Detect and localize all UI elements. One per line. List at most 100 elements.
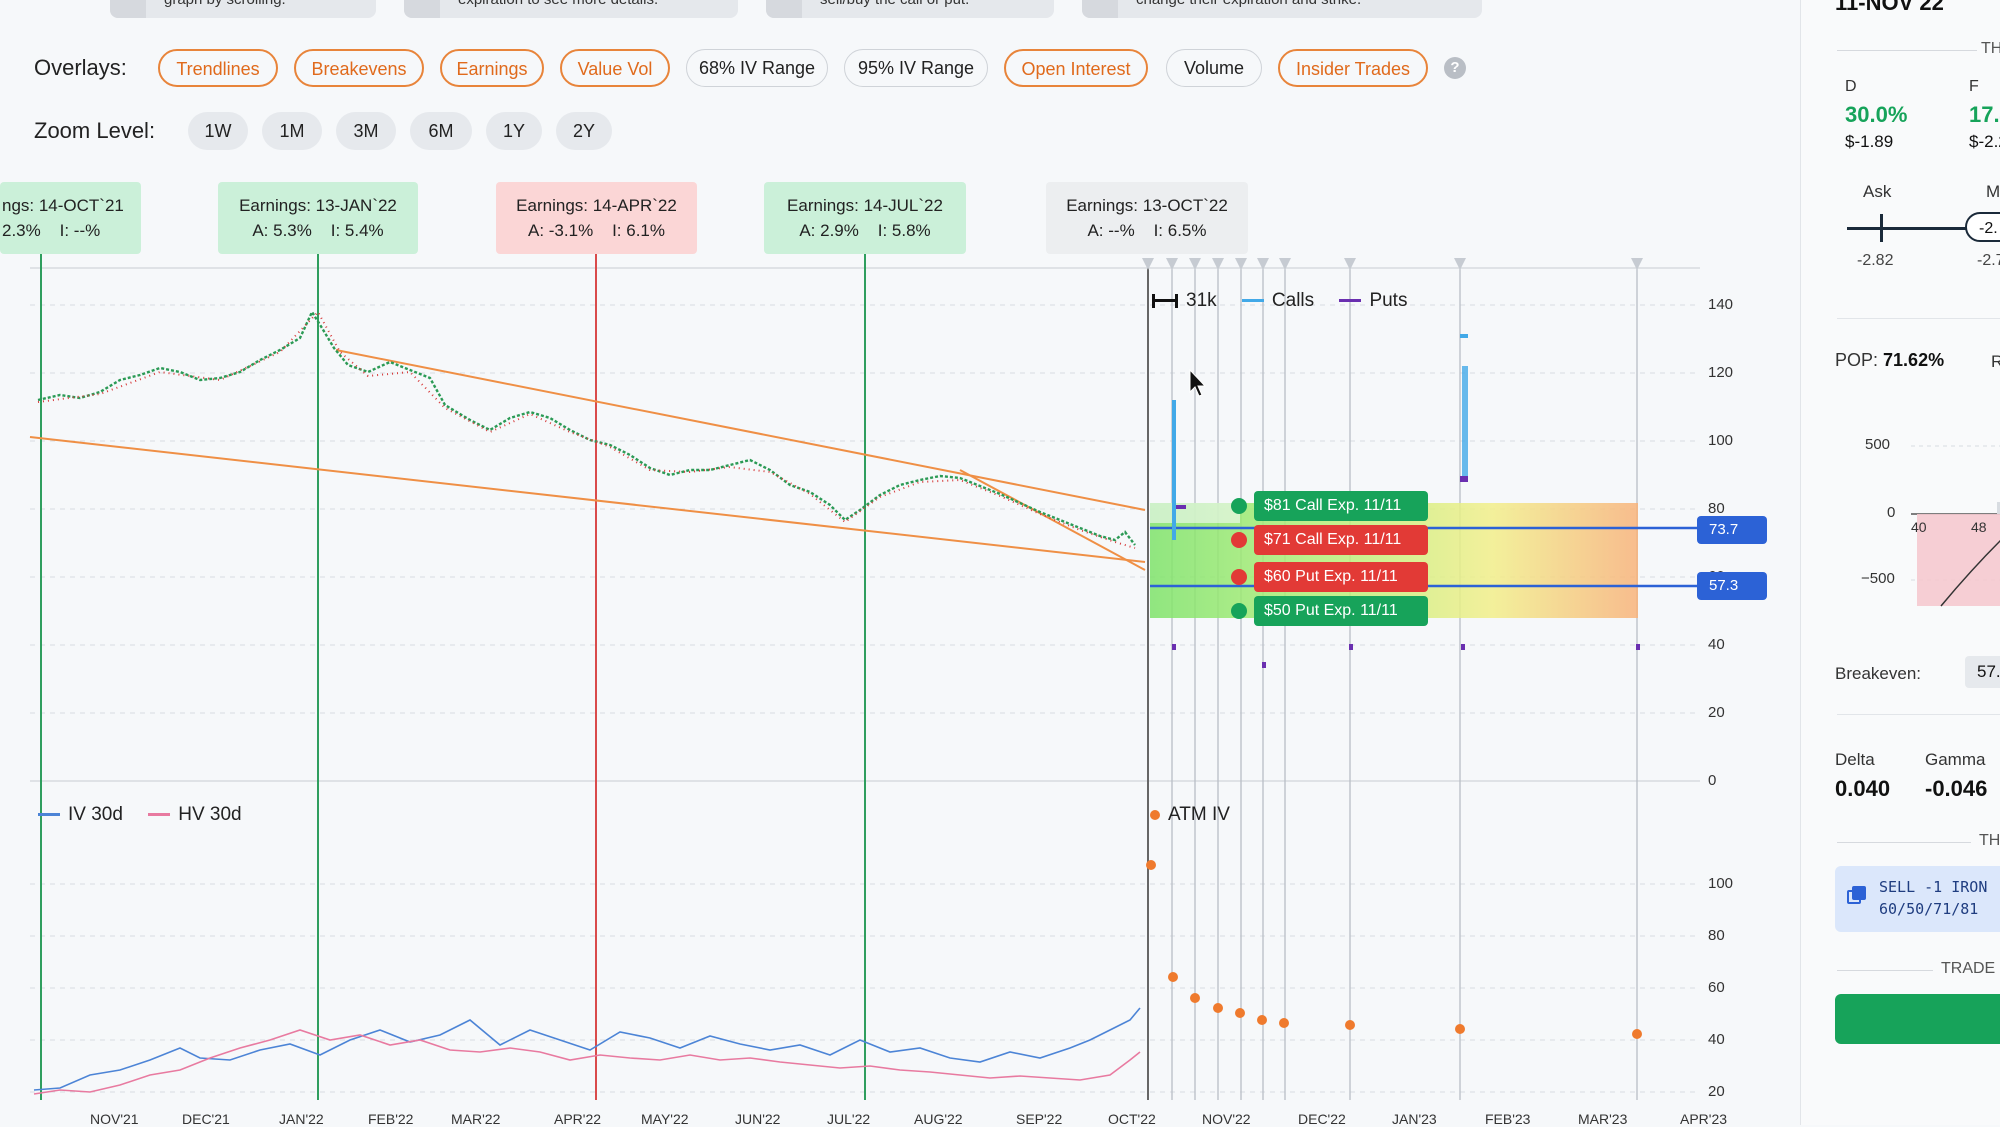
earnings-label-apr22[interactable]: Earnings: 14-APR`22 A: -3.1% I: 6.1% <box>496 182 697 254</box>
price-chart[interactable] <box>0 250 1800 1125</box>
d-value: $-1.89 <box>1845 132 1894 151</box>
leg-50-put-tag[interactable]: $50 Put Exp. 11/11 <box>1254 596 1428 626</box>
pnl-chart[interactable] <box>1911 440 2000 620</box>
breakeven-lower-badge: 57.3 <box>1697 572 1767 600</box>
d-label: D <box>1845 78 1857 95</box>
trade-label: TRADE <box>1941 960 1996 977</box>
atm-iv-dot-icon <box>1150 809 1160 820</box>
mouse-cursor <box>1189 368 1207 397</box>
overlays-label: Overlays: <box>34 55 127 80</box>
zoom-3m-button[interactable]: 3M <box>336 112 396 150</box>
oi-scale-icon <box>1152 293 1178 308</box>
overlay-breakevens-toggle[interactable]: Breakevens <box>294 49 424 87</box>
ask-slider-handle[interactable] <box>1880 214 1883 242</box>
zoom-1m-button[interactable]: 1M <box>262 112 322 150</box>
breakeven-label: Breakeven: <box>1835 664 1921 683</box>
earnings-label-oct21[interactable]: ngs: 14-OCT`21 2.3% I: --% <box>0 182 141 254</box>
hint-strike: change their expiration and strike. <box>1082 0 1482 18</box>
x-axis-feb22: FEB'22 <box>368 1111 414 1127</box>
expiration-markers <box>1142 258 1643 270</box>
delta-label: Delta <box>1835 750 1875 769</box>
price-axis-80: 80 <box>1708 500 1725 517</box>
price-axis-140: 140 <box>1708 296 1734 313</box>
leg-71-call-dot[interactable] <box>1231 532 1247 548</box>
zoom-1w-button[interactable]: 1W <box>188 112 248 150</box>
x-axis-oct22: OCT'22 <box>1108 1111 1156 1127</box>
price-axis-100: 100 <box>1708 432 1734 449</box>
overlay-volume-toggle[interactable]: Volume <box>1166 49 1262 87</box>
zoom-6m-button[interactable]: 6M <box>410 112 472 150</box>
help-icon[interactable]: ? <box>1444 57 1466 79</box>
order-summary-box[interactable]: SELL -1 IRON 60/50/71/81 <box>1835 866 2000 932</box>
trade-panel: 11-NOV 22 TH D 30.0% $-1.89 F 17.4 $-2.2… <box>1800 0 2000 1125</box>
pnl-axis-500: 500 <box>1865 436 1891 453</box>
calls-legend-label: Calls <box>1271 290 1315 311</box>
gamma-value: -0.046 <box>1925 776 1988 801</box>
price-slider-track[interactable] <box>1847 227 1997 230</box>
atm-iv-points <box>1146 860 1642 1039</box>
leg-81-call-dot[interactable] <box>1231 498 1247 514</box>
atm-iv-legend: ATM IV <box>1150 804 1230 826</box>
pnl-axis-0: 0 <box>1887 504 1896 521</box>
puts-legend-icon <box>1339 299 1362 303</box>
hint-expiration: expiration to see more details. <box>404 0 738 18</box>
expiration-lines <box>1147 262 1638 1100</box>
leg-81-call-tag[interactable]: $81 Call Exp. 11/11 <box>1254 491 1428 521</box>
mid-price-box[interactable]: -2. <box>1965 212 2000 242</box>
hint-scroll: graph by scrolling. <box>110 0 376 18</box>
mid-label: Mi <box>1986 182 2000 201</box>
iv-axis-20: 20 <box>1708 1083 1725 1100</box>
trade-button[interactable] <box>1835 994 2000 1044</box>
iv-30d-series <box>33 1007 1141 1091</box>
earnings-label-oct22[interactable]: Earnings: 13-OCT`22 A: --% I: 6.5% <box>1046 182 1248 254</box>
hv-30d-legend-icon <box>148 813 171 817</box>
price-axis-40: 40 <box>1708 636 1725 653</box>
leg-60-put-tag[interactable]: $60 Put Exp. 11/11 <box>1254 562 1428 592</box>
zoom-2y-button[interactable]: 2Y <box>556 112 612 150</box>
overlay-68-iv-range-toggle[interactable]: 68% IV Range <box>686 49 828 87</box>
gamma-label: Gamma <box>1925 750 1986 769</box>
leg-71-call-tag[interactable]: $71 Call Exp. 11/11 <box>1254 525 1428 555</box>
earnings-label-jul22[interactable]: Earnings: 14-JUL`22 A: 2.9% I: 5.8% <box>764 182 966 254</box>
hv-30d-series <box>33 1029 1141 1095</box>
pnl-axis-neg500: −500 <box>1861 570 1895 587</box>
mid-value: -2.7 <box>1977 252 2000 269</box>
pop-label: POP: 71.62% <box>1835 350 1945 370</box>
overlay-open-interest-toggle[interactable]: Open Interest <box>1004 49 1148 87</box>
price-legend: 31k Calls Puts <box>1152 290 1407 312</box>
th-label-mid: TH <box>1979 832 2000 849</box>
f-label: F <box>1969 78 1979 95</box>
th-label-top: TH <box>1981 40 2000 57</box>
x-axis-mar22: MAR'22 <box>451 1111 501 1127</box>
price-series <box>37 309 1136 546</box>
overlay-trendlines-toggle[interactable]: Trendlines <box>158 49 278 87</box>
earnings-label-jan22[interactable]: Earnings: 13-JAN`22 A: 5.3% I: 5.4% <box>218 182 418 254</box>
overlay-95-iv-range-toggle[interactable]: 95% IV Range <box>844 49 988 87</box>
trendlines <box>29 349 1146 571</box>
iv-30d-legend-icon <box>38 813 60 817</box>
leg-50-put-dot[interactable] <box>1231 603 1247 619</box>
x-axis-jan23: JAN'23 <box>1392 1111 1437 1127</box>
zoom-1y-button[interactable]: 1Y <box>486 112 542 150</box>
breakeven-value: 57.30 <box>1965 656 2000 688</box>
overlay-value-vol-toggle[interactable]: Value Vol <box>560 49 670 87</box>
r-label: R <box>1991 352 2000 372</box>
iv-30d-legend-label: IV 30d <box>68 804 123 825</box>
atm-iv-legend-label: ATM IV <box>1168 804 1230 825</box>
expiry-date-header: 11-NOV 22 <box>1835 0 1944 15</box>
x-axis-jul22: JUL'22 <box>827 1111 871 1127</box>
x-axis-jan22: JAN'22 <box>279 1111 324 1127</box>
price-axis-120: 120 <box>1708 364 1734 381</box>
puts-legend-label: Puts <box>1369 290 1408 311</box>
iv-axis-100: 100 <box>1708 875 1734 892</box>
hint-sellbuy: sell/buy the call or put. <box>766 0 1054 18</box>
overlay-earnings-toggle[interactable]: Earnings <box>440 49 544 87</box>
pnl-x-48: 48 <box>1971 519 1987 535</box>
iv-axis-60: 60 <box>1708 979 1725 996</box>
breakeven-upper-badge: 73.7 <box>1697 516 1767 544</box>
iv-axis-80: 80 <box>1708 927 1725 944</box>
x-axis-may22: MAY'22 <box>641 1111 689 1127</box>
overlay-insider-trades-toggle[interactable]: Insider Trades <box>1278 49 1428 87</box>
order-line-2: 60/50/71/81 <box>1879 900 1979 918</box>
leg-60-put-dot[interactable] <box>1231 569 1247 585</box>
